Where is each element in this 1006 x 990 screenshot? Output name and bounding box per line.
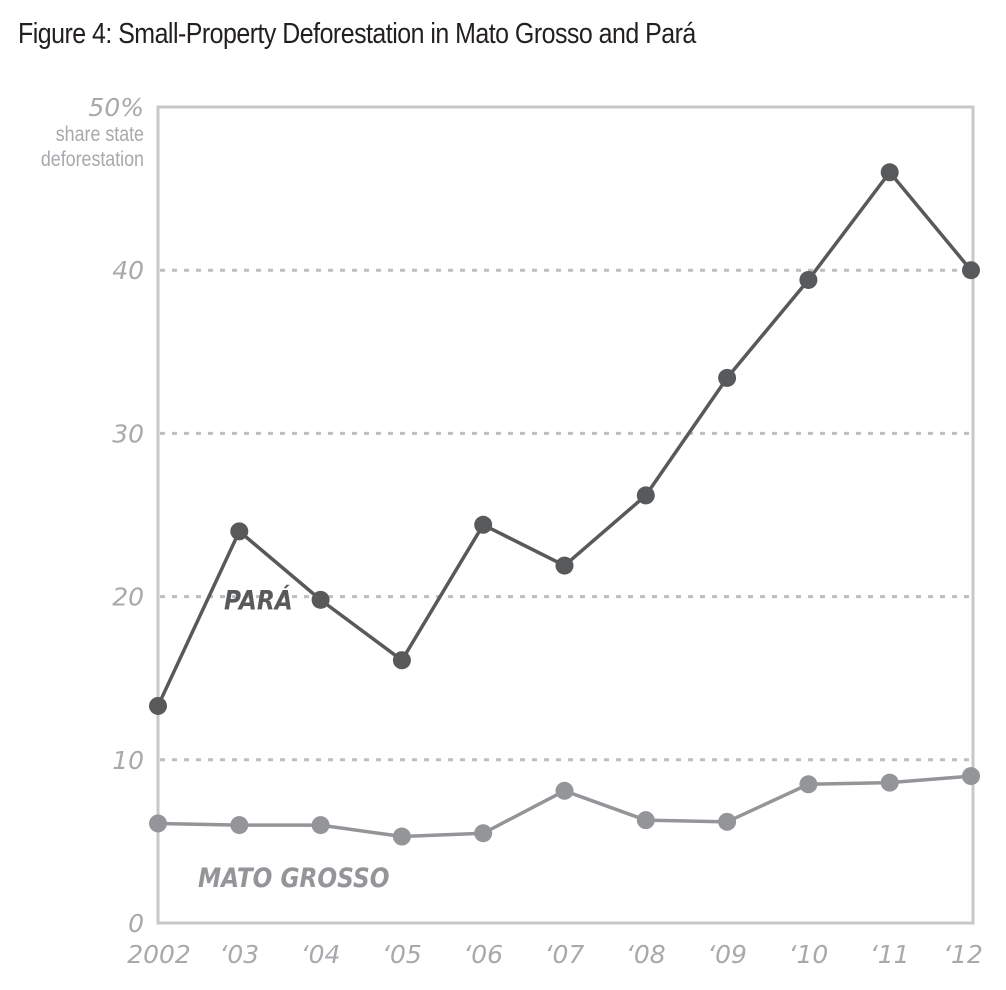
- y-axis-label-line: share state: [56, 123, 144, 147]
- x-tick-label: ‘12: [943, 940, 983, 969]
- y-tick-label: 0: [128, 909, 144, 938]
- x-tick-label: ‘07: [545, 940, 585, 969]
- data-point: [718, 368, 737, 387]
- data-point: [880, 773, 899, 792]
- data-point: [149, 696, 167, 715]
- data-point: [636, 486, 655, 505]
- data-point: [962, 261, 980, 280]
- y-axis-ticks: 0 10 20 30 40: [112, 256, 144, 938]
- x-tick-label: ‘11: [870, 940, 910, 969]
- y-tick-label: 40: [112, 256, 144, 285]
- data-point: [799, 270, 818, 289]
- data-point: [474, 515, 493, 534]
- y-tick-label: 20: [112, 583, 144, 612]
- x-tick-label: ‘04: [301, 940, 341, 969]
- data-point: [311, 590, 330, 609]
- plot-frame: [156, 105, 975, 925]
- series-labels: PARÁ MATO GROSSO: [198, 585, 389, 894]
- data-point: [636, 811, 655, 830]
- series-label: MATO GROSSO: [198, 862, 389, 893]
- y-tick-label: 10: [112, 746, 144, 775]
- series-line: [156, 170, 973, 707]
- x-tick-label: ‘10: [789, 940, 829, 969]
- data-point: [149, 814, 167, 833]
- x-tick-label: ‘09: [707, 940, 747, 969]
- y-tick-label: 30: [112, 419, 144, 448]
- data-point: [311, 816, 330, 835]
- data-point: [230, 522, 249, 541]
- series-label: PARÁ: [224, 585, 293, 616]
- data-point: [392, 827, 411, 846]
- x-tick-label: 2002: [127, 940, 191, 969]
- gridlines: [160, 268, 971, 762]
- data-point: [799, 775, 818, 794]
- data-point: [880, 163, 899, 182]
- data-point: [962, 767, 980, 786]
- x-tick-label: ‘03: [219, 940, 259, 969]
- data-point: [555, 781, 574, 800]
- data-point: [555, 556, 574, 575]
- series-lines: [149, 163, 980, 846]
- data-point: [718, 812, 737, 831]
- x-axis-ticks: 2002 ‘03 ‘04 ‘05 ‘06 ‘07 ‘08 ‘09 ‘10 ‘11 ‘12: [127, 940, 983, 969]
- y-axis-label-line: deforestation: [41, 148, 144, 172]
- x-tick-label: ‘05: [382, 940, 422, 969]
- data-point: [474, 824, 493, 843]
- chart-title: Figure 4: Small-Property Deforestation i…: [18, 18, 696, 50]
- data-point: [392, 651, 411, 670]
- x-tick-label: ‘06: [463, 940, 503, 969]
- data-point: [230, 816, 249, 835]
- y-top-label: 50%: [88, 93, 144, 122]
- x-tick-label: ‘08: [626, 940, 666, 969]
